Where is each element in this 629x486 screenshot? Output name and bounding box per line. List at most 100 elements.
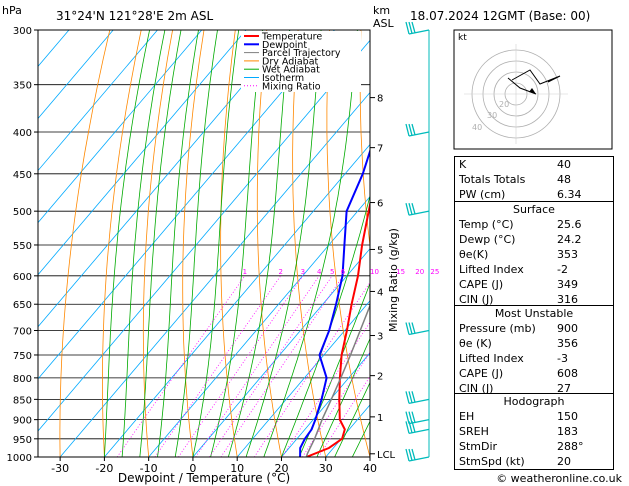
isotherm-line [148,195,370,457]
wet-adiabat-line [104,30,150,457]
hodograph-row: StmSpd (kt) 20 [459,455,571,468]
wet-adiabat-line [316,337,370,457]
temperature-axis: -30 -20 -10 0 10 20 30 40 [51,457,377,475]
wind-barb [405,322,430,336]
temperature-tick-label: 20 [274,462,288,475]
isotherm-line [38,30,335,380]
height-tick-label: 5 [377,245,383,256]
wet-adiabat-line [210,30,263,457]
dry-adiabat-line [59,30,111,457]
legend-entry: Parcel Trajectory [262,48,341,59]
dewpoint-line [299,148,370,457]
height-axis: 8 7 6 5 4 3 2 1 LCL [370,94,396,461]
pressure-tick-label: 900 [13,416,32,427]
hodograph-ring-label: 40 [472,123,482,132]
legend-entry: Dewpoint [262,40,307,51]
dry-adiabat-line [359,30,370,249]
legend-entry: Temperature [261,32,322,43]
wet-adiabat-line [263,30,358,457]
x-axis-title: Dewpoint / Temperature (°C) [118,471,290,485]
isotherm-line [59,91,370,457]
pressure-tick-label: 750 [13,351,32,362]
index-row-k: K 40 [459,158,571,171]
temperature-line [305,199,370,457]
pressure-tick-label: 500 [13,207,32,218]
height-tick-label: 8 [377,94,383,105]
height-tick-label: 6 [377,199,383,210]
unstable-row: Lifted Index -3 [459,352,568,365]
wet-adiabat-line [281,194,370,457]
surface-row: Dewp (°C) 24.2 [459,233,582,246]
pressure-tick-label: 700 [13,327,32,338]
hodograph-row: SREH 183 [459,425,578,438]
dry-adiabat-line [256,30,282,457]
mixing-ratio-label: 15 [396,268,405,276]
pressure-tick-label: 800 [13,374,32,385]
wet-adiabat-line [192,30,240,457]
height-tick-label: 3 [377,332,383,343]
unstable-row: CAPE (J) 608 [459,367,578,380]
index-row-pw: PW (cm) 6.34 [459,188,582,201]
mixing-ratio-line [253,281,370,457]
surface-panel: Surface Temp (°C) 25.6 Dewp (°C) 24.2 θe(K… [454,201,614,308]
temperature-tick-label: 0 [189,462,196,475]
isotherm-line [38,30,247,276]
surface-row: θe(K) 353 [459,248,578,261]
wet-adiabat-line [227,30,291,457]
height-tick-label: 7 [377,144,383,155]
unstable-row: CIN (J) 27 [459,382,571,395]
mixing-ratio-label: 4 [317,268,322,276]
mixing-ratio-line [195,275,320,457]
temperature-tick-label: -10 [140,462,158,475]
pressure-tick-label: 600 [13,272,32,283]
surface-title: Surface [513,203,555,216]
wet-adiabat-line [121,30,166,457]
index-row-totals: Totals Totals 48 [459,173,571,186]
storm-motion-arrow [529,88,536,94]
plot-frame [37,29,371,458]
datetime-label: 18.07.2024 12GMT (Base: 00) [410,9,590,23]
mixing-ratio-line [220,275,344,457]
temperature-tick-label: 10 [230,462,244,475]
dry-adiabat-line [392,30,458,457]
surface-row: CIN (J) 316 [459,293,578,306]
dry-adiabat-line [220,30,238,457]
mixing-ratio-label: 10 [370,268,379,276]
wind-barb [405,21,430,35]
wind-barbs [405,21,430,462]
pressure-tick-label: 1000 [7,453,32,464]
mixing-ratio-label: 3 [301,268,305,276]
pressure-tick-label: 550 [13,241,32,252]
temperature-tick-label: -30 [51,462,69,475]
most-unstable-title: Most Unstable [494,307,574,320]
height-tick-label: 4 [377,287,383,298]
unstable-row: Pressure (mb) 900 [459,322,578,335]
parcel-trajectory-line [305,303,370,457]
indices-panel: K 40 Totals Totals 48 PW (cm) 6.34 [454,156,614,203]
hodograph-title: Hodograph [503,395,565,408]
height-unit-label: km [373,4,390,17]
legend-entry: Wet Adiabat [262,65,320,76]
wind-barb [405,421,430,434]
wet-adiabat-line [298,282,370,457]
wet-adiabat-line [334,381,370,457]
mixing-ratio-label: 20 [415,268,424,276]
hodograph-ring-label: 20 [499,100,509,109]
mixing-ratio-line [116,275,246,457]
wind-barb [405,202,430,216]
skewt-plot-area [38,30,458,457]
mixing-ratio-label: 25 [430,268,439,276]
height-tick-label: 1 [377,413,383,424]
pressure-tick-label: 450 [13,170,32,181]
dry-adiabat-line [292,30,327,457]
temperature-tick-label: 30 [319,462,333,475]
surface-row: Temp (°C) 25.6 [459,218,582,231]
mixing-ratio-line [209,275,333,457]
unstable-row: θe (K) 356 [459,337,578,350]
temperature-tick-label: 40 [363,462,377,475]
dry-adiabat-line [182,30,205,457]
mixing-ratio-line [318,375,370,457]
wind-barb [405,391,430,404]
